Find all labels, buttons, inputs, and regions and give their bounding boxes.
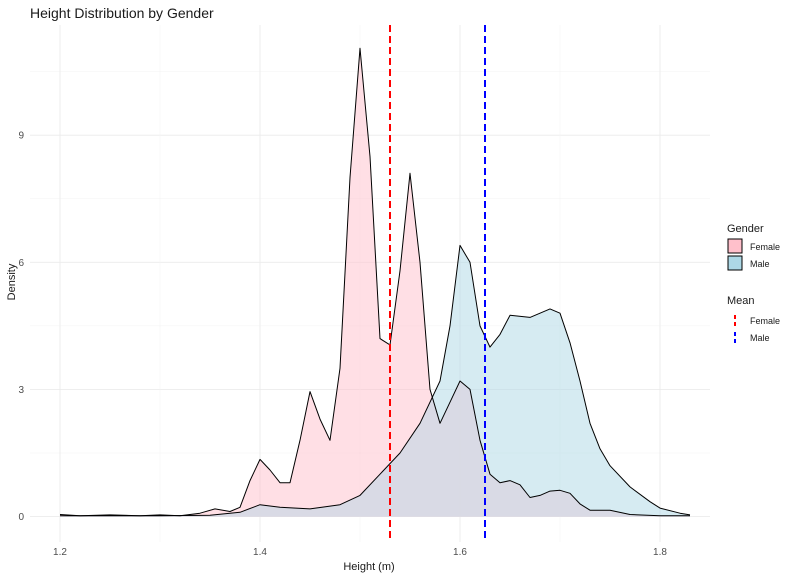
legend-female-label: Female: [750, 242, 780, 252]
density-areas: [59, 47, 691, 517]
legend-male-swatch: [727, 255, 743, 271]
legend-mean-male-label: Male: [750, 333, 770, 343]
y-tick-label: 0: [18, 512, 24, 523]
x-tick-label: 1.4: [253, 547, 267, 558]
y-tick-label: 6: [18, 258, 24, 269]
y-axis-label: Density: [6, 263, 18, 300]
x-axis-ticks: 1.2 1.4 1.6 1.8: [53, 547, 667, 558]
y-tick-label: 9: [18, 131, 24, 142]
x-tick-label: 1.2: [53, 547, 67, 558]
y-tick-label: 3: [18, 385, 24, 396]
legend-gender-title: Gender: [727, 223, 764, 235]
x-tick-label: 1.8: [653, 547, 667, 558]
density-line-male: [60, 244, 691, 517]
mean-lines: [389, 25, 486, 542]
area-overlap: [60, 381, 690, 517]
x-axis-label: Height (m): [343, 561, 394, 573]
legend-female-swatch: [727, 238, 743, 254]
x-tick-label: 1.6: [453, 547, 467, 558]
legend-mean: Mean Female Male: [727, 295, 780, 346]
legend-gender: Gender Female Male: [727, 223, 780, 271]
y-axis-ticks: 0 3 6 9: [18, 131, 24, 523]
area-female: [60, 48, 690, 517]
chart-title: Height Distribution by Gender: [30, 5, 214, 21]
area-male: [60, 245, 690, 517]
legend-mean-female-label: Female: [750, 316, 780, 326]
legend-male-label: Male: [750, 259, 770, 269]
legend-mean-title: Mean: [727, 295, 755, 307]
